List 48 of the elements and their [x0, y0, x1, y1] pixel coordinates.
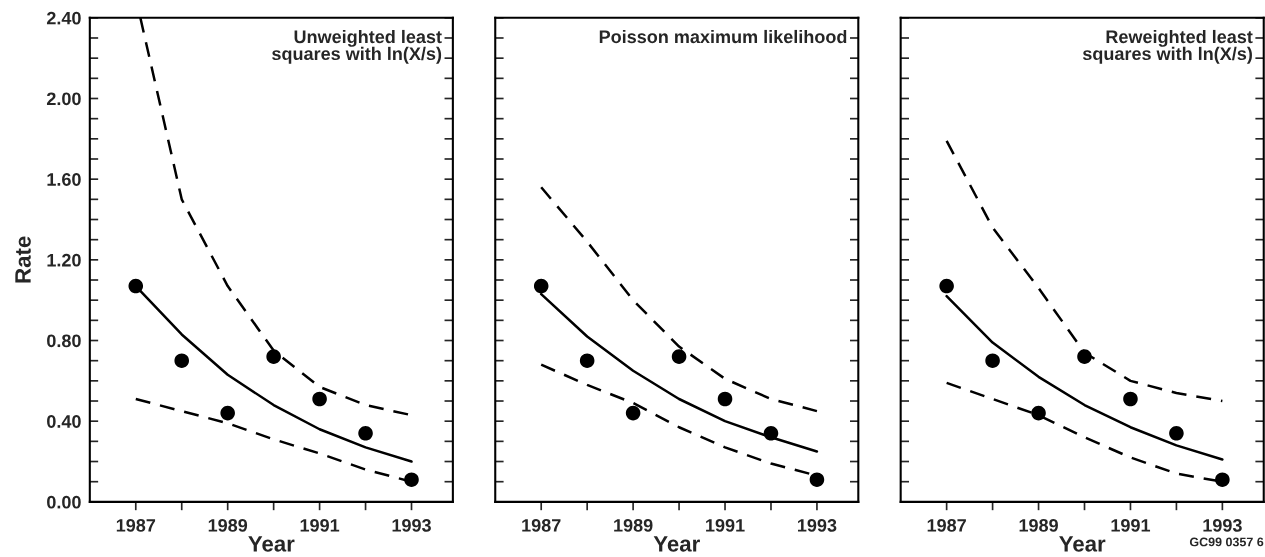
- x-axis-title: Year: [248, 536, 295, 552]
- point: [671, 349, 687, 364]
- x-tick-label: 1993: [1203, 519, 1242, 532]
- x-tick-label: 1993: [392, 519, 431, 532]
- point: [174, 353, 190, 368]
- point: [312, 391, 327, 407]
- x-tick-label: 1989: [1019, 519, 1058, 532]
- point: [809, 472, 825, 487]
- point: [1215, 472, 1230, 487]
- x-tick-label: 1991: [706, 519, 745, 532]
- point: [220, 405, 235, 421]
- y-tick-label: 0.40: [47, 415, 81, 428]
- x-tick-label: 1991: [1111, 519, 1151, 532]
- point: [1031, 405, 1046, 421]
- annotation: Poisson maximum likelihood: [599, 29, 847, 44]
- y-tick-label: 1.20: [47, 253, 81, 267]
- x-axis-title: Year: [653, 536, 700, 552]
- x-tick-label: 1993: [798, 519, 837, 532]
- point: [625, 405, 641, 421]
- point: [358, 426, 373, 441]
- y-tick-label: 1.60: [47, 173, 81, 186]
- point: [128, 278, 144, 294]
- text: GC99 0357 6: [1189, 537, 1264, 547]
- point: [985, 353, 1000, 368]
- x-tick-label: 1987: [927, 519, 966, 532]
- y-tick-label: 2.40: [46, 11, 81, 25]
- point: [533, 278, 549, 294]
- x-axis-title: Year: [1059, 536, 1106, 552]
- x-tick-label: 1991: [300, 519, 340, 532]
- point: [717, 391, 733, 407]
- x-tick-label: 1987: [116, 519, 156, 532]
- point: [579, 353, 595, 368]
- x-tick-label: 1987: [522, 519, 561, 532]
- y-tick-label: 0.80: [47, 334, 81, 348]
- point: [266, 349, 281, 364]
- point: [1123, 391, 1138, 407]
- y-tick-label: 2.00: [46, 92, 81, 106]
- y-axis-title: Rate: [15, 236, 31, 283]
- annotation: Reweighted least squares with ln(X/s): [1082, 29, 1253, 64]
- x-tick-label: 1989: [614, 519, 653, 532]
- x-tick-label: 1989: [208, 519, 248, 532]
- point: [763, 426, 779, 441]
- annotation: Unweighted least squares with ln(X/s): [272, 29, 442, 64]
- y-tick-label: 0.00: [47, 495, 81, 509]
- point: [1077, 349, 1092, 364]
- point: [1169, 426, 1184, 441]
- point: [404, 472, 419, 487]
- point: [939, 278, 954, 294]
